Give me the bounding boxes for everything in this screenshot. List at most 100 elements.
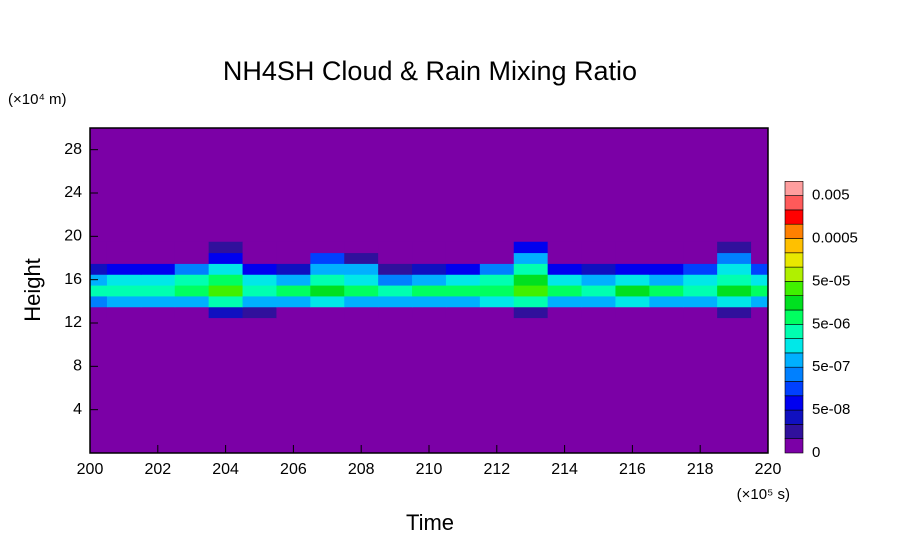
colorbar-box (784, 223, 804, 239)
colorbar-box (784, 438, 804, 454)
cell (581, 263, 616, 275)
cell (751, 241, 768, 254)
cell (412, 295, 447, 308)
colorbar-box (784, 281, 804, 296)
cell (615, 263, 650, 275)
cell (445, 252, 481, 264)
cell (445, 285, 481, 297)
cell (174, 285, 210, 297)
cell (344, 263, 379, 275)
cell (242, 285, 277, 297)
cell (445, 241, 481, 254)
x-tick-label: 210 (416, 461, 443, 478)
cell (649, 274, 684, 286)
cell (547, 252, 583, 264)
colorbar-box (784, 395, 804, 411)
cell (547, 241, 583, 254)
cell (717, 252, 752, 264)
x-tick-label: 204 (212, 461, 239, 478)
cell (649, 241, 684, 254)
cell (106, 285, 142, 297)
cell (90, 241, 108, 254)
chart-title: NH4SH Cloud & Rain Mixing Ratio (223, 56, 637, 86)
y-tick-label: 16 (64, 271, 82, 288)
y-tick-label: 4 (73, 401, 82, 418)
cell (412, 285, 447, 297)
colorbar-box (784, 266, 804, 282)
cell (479, 285, 515, 297)
cell (344, 241, 379, 254)
colorbar-label: 5e-05 (812, 272, 850, 289)
cell (547, 274, 583, 286)
colorbar-box (784, 309, 804, 325)
cell (547, 295, 583, 308)
cell (90, 263, 108, 275)
cell (310, 306, 345, 319)
y-tick-label: 28 (64, 141, 82, 158)
x-unit: (×10⁵ s) (737, 486, 790, 503)
cell (174, 306, 210, 319)
x-tick-label: 200 (77, 461, 104, 478)
cell (344, 274, 379, 286)
cell (412, 241, 447, 254)
cell (513, 263, 549, 275)
cell (751, 263, 768, 275)
cell (412, 252, 447, 264)
field (90, 241, 768, 319)
cell (615, 274, 650, 286)
cell (344, 252, 379, 264)
colorbar-label: 5e-08 (812, 401, 850, 418)
colorbar-box (784, 366, 804, 382)
x-tick-label: 206 (280, 461, 307, 478)
cell (751, 252, 768, 264)
cell (378, 263, 413, 275)
cell (412, 306, 447, 319)
cell (174, 241, 210, 254)
colorbar-box (784, 238, 804, 254)
cell (445, 295, 481, 308)
cell (412, 263, 447, 275)
y-tick-label: 8 (73, 358, 82, 375)
cell (649, 285, 684, 297)
x-axis-label: Time (406, 510, 454, 535)
cell (649, 263, 684, 275)
cell (581, 241, 616, 254)
cell (751, 306, 768, 319)
x-tick-label: 220 (755, 461, 782, 478)
cell (479, 274, 515, 286)
cell (717, 285, 752, 297)
cell (242, 252, 277, 264)
cell (649, 252, 684, 264)
cell (615, 306, 650, 319)
cell (445, 274, 481, 286)
x-tick-label: 212 (483, 461, 510, 478)
cell (513, 241, 549, 254)
cell (276, 306, 311, 319)
x-tick-label: 216 (619, 461, 646, 478)
cell (174, 252, 210, 264)
colorbar-box (784, 252, 804, 268)
cell (615, 252, 650, 264)
cell (378, 306, 413, 319)
cell (140, 274, 176, 286)
cell (310, 252, 345, 264)
cell (649, 306, 684, 319)
colorbar-label: 0.005 (812, 187, 850, 204)
colorbar-box (784, 209, 804, 225)
cell (615, 241, 650, 254)
cell (683, 263, 718, 275)
cell (174, 295, 210, 308)
cell (106, 274, 142, 286)
cell (242, 263, 277, 275)
cell (242, 306, 277, 319)
cell (242, 241, 277, 254)
y-unit: (×10⁴ m) (8, 91, 67, 108)
y-tick-label: 24 (64, 184, 82, 201)
colorbar-box (784, 338, 804, 354)
cell (649, 295, 684, 308)
colorbar-box (784, 181, 804, 196)
cell (208, 285, 244, 297)
cell (90, 252, 108, 264)
cell (479, 252, 515, 264)
cell (208, 274, 244, 286)
